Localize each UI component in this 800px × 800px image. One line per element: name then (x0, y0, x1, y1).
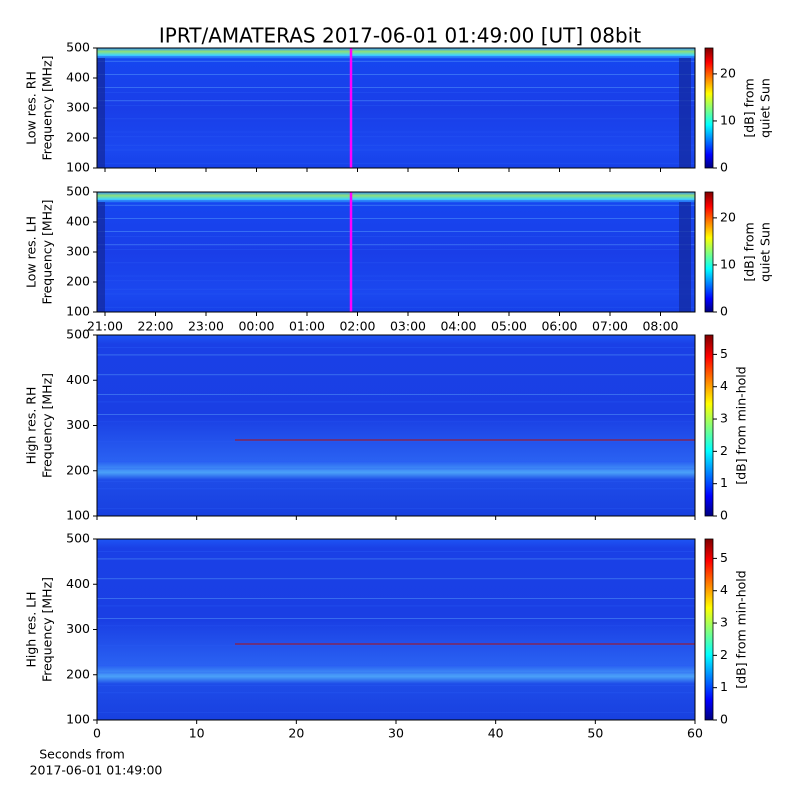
x-tick-label: 22:00 (137, 319, 173, 334)
spectrogram-edge (679, 58, 691, 168)
colorbar-label: [dB] from (742, 222, 757, 281)
y-tick-label: 400 (66, 214, 90, 229)
x-tick-label: 03:00 (390, 319, 426, 334)
colorbar-tick-label: 20 (720, 209, 736, 224)
colorbar-tick-label: 5 (720, 550, 728, 565)
y-axis-label: Frequency [MHz] (40, 577, 55, 682)
x-tick-label: 40 (488, 726, 504, 741)
y-axis-label: High res. RH (24, 387, 39, 465)
spectrogram-image (97, 335, 695, 516)
x-tick-label: 06:00 (541, 319, 577, 334)
colorbar-label: [dB] from (742, 78, 757, 137)
y-axis-label: Frequency [MHz] (40, 373, 55, 478)
colorbar-label: quiet Sun (758, 222, 773, 282)
colorbar-tick-label: 0 (720, 160, 728, 175)
x-tick-label: 20 (288, 726, 304, 741)
y-tick-label: 400 (66, 576, 90, 591)
spectrogram-edge (679, 202, 691, 312)
x-tick-label: 60 (687, 726, 703, 741)
colorbar-label: [dB] from min-hold (734, 366, 749, 484)
colorbar-tick-label: 4 (720, 582, 728, 597)
y-tick-label: 100 (66, 304, 90, 319)
y-tick-label: 200 (66, 666, 90, 681)
colorbar-tick-label: 0 (720, 508, 728, 523)
y-axis-label: Low res. LH (24, 216, 39, 288)
x-tick-label: 23:00 (188, 319, 224, 334)
y-tick-label: 100 (66, 508, 90, 523)
x-tick-label: 0 (93, 726, 101, 741)
x-tick-label: 30 (388, 726, 404, 741)
colorbar-tick-label: 10 (720, 256, 736, 271)
x-tick-label: 00:00 (238, 319, 274, 334)
colorbar-tick-label: 2 (720, 443, 728, 458)
y-tick-label: 400 (66, 372, 90, 387)
y-tick-label: 300 (66, 417, 90, 432)
spectrogram-edge (97, 58, 105, 168)
y-axis-label: High res. LH (24, 591, 39, 667)
x-tick-label: 04:00 (440, 319, 476, 334)
spectrogram-edge (97, 202, 105, 312)
colorbar-tick-label: 4 (720, 378, 728, 393)
y-axis-label: Frequency [MHz] (40, 199, 55, 304)
x-tick-label: 50 (587, 726, 603, 741)
colorbar-tick-label: 2 (720, 647, 728, 662)
colorbar-tick-label: 0 (720, 712, 728, 727)
x-tick-label: 08:00 (642, 319, 678, 334)
y-axis-label: Low res. RH (24, 71, 39, 145)
y-tick-label: 200 (66, 462, 90, 477)
y-tick-label: 300 (66, 100, 90, 115)
colorbar-tick-label: 10 (720, 112, 736, 127)
colorbar (704, 538, 714, 721)
colorbar (704, 334, 714, 517)
y-axis-label: Frequency [MHz] (40, 55, 55, 160)
colorbar-tick-label: 0 (720, 304, 728, 319)
x-tick-label: 05:00 (491, 319, 527, 334)
y-tick-label: 500 (66, 184, 90, 199)
x-tick-label: 01:00 (289, 319, 325, 334)
y-tick-label: 400 (66, 70, 90, 85)
y-tick-label: 100 (66, 160, 90, 175)
y-tick-label: 500 (66, 40, 90, 55)
colorbar (704, 191, 714, 313)
x-tick-label: 07:00 (592, 319, 628, 334)
colorbar-tick-label: 3 (720, 411, 728, 426)
spectrogram-image (97, 192, 695, 312)
colorbar-label: [dB] from min-hold (734, 570, 749, 688)
x-tick-label: 21:00 (87, 319, 123, 334)
colorbar-tick-label: 20 (720, 65, 736, 80)
colorbar-tick-label: 5 (720, 346, 728, 361)
y-tick-label: 100 (66, 712, 90, 727)
y-tick-label: 200 (66, 130, 90, 145)
spectrogram-image (97, 539, 695, 720)
colorbar-label: quiet Sun (758, 78, 773, 138)
y-tick-label: 500 (66, 531, 90, 546)
spectrogram-image (97, 48, 695, 168)
colorbar-tick-label: 1 (720, 679, 728, 694)
y-tick-label: 500 (66, 327, 90, 342)
x-tick-label: 02:00 (339, 319, 375, 334)
x-axis-label: 2017-06-01 01:49:00 (30, 763, 163, 778)
colorbar-tick-label: 3 (720, 615, 728, 630)
y-tick-label: 300 (66, 244, 90, 259)
colorbar (704, 47, 714, 169)
colorbar-tick-label: 1 (720, 475, 728, 490)
x-axis-label: Seconds from (39, 747, 125, 762)
y-tick-label: 200 (66, 274, 90, 289)
x-tick-label: 10 (189, 726, 205, 741)
figure-title: IPRT/AMATERAS 2017-06-01 01:49:00 [UT] 0… (159, 24, 641, 48)
y-tick-label: 300 (66, 621, 90, 636)
